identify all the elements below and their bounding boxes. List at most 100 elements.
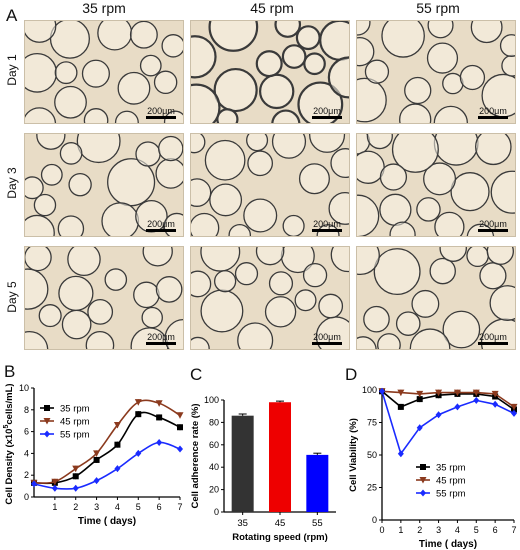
scale-bar-line [478, 229, 508, 232]
microcarrier-bead [327, 56, 349, 99]
x-tick-label: 2 [73, 502, 78, 512]
microcarrier-bead [297, 81, 344, 123]
legend-label: 35 rpm [436, 463, 466, 474]
data-point [113, 422, 121, 429]
microcarrier-bead [200, 247, 241, 272]
microcarrier-bead [164, 318, 183, 349]
y-tick-label: 0 [24, 492, 29, 502]
microcarrier-bead [133, 281, 160, 309]
microcarrier-bead [389, 221, 416, 236]
bead-image [25, 21, 183, 123]
microcarrier-bead [281, 44, 307, 69]
row-header-day3: Day 3 [5, 167, 19, 199]
x-tick-label: 35 [237, 518, 248, 529]
data-point [72, 484, 79, 492]
scale-bar: 200μm [311, 106, 343, 119]
legend-marker [44, 405, 50, 411]
microcarrier-bead [54, 85, 87, 119]
bar [306, 454, 329, 512]
microcarrier-bead [489, 285, 515, 321]
microcarrier-bead [25, 247, 52, 272]
microcarrier-bead [114, 110, 139, 123]
micrograph-day5-35rpm: 200μm [24, 246, 184, 350]
column-header-55rpm: 55 rpm [416, 0, 460, 16]
series-line [381, 391, 515, 456]
chart-cell-viability: 0 25 50 75 100 0 1 2 3 4 5 6 7 Time ( days) 35 rpm 45 r… [348, 385, 518, 550]
microcarrier-bead [33, 193, 57, 217]
bead-image [191, 21, 349, 123]
microcarrier-bead [330, 247, 349, 273]
legend-label: 55 rpm [60, 430, 90, 441]
microcarrier-bead [209, 183, 243, 217]
microcarrier-bead [67, 247, 101, 277]
microcarrier-bead [357, 194, 380, 236]
microcarrier-bead [426, 42, 459, 74]
microcarrier-bead [247, 150, 274, 177]
microcarrier-bead [117, 71, 151, 105]
microcarrier-bead [501, 54, 515, 77]
microcarrier-bead [68, 172, 92, 197]
microcarrier-bead [141, 306, 163, 329]
microcarrier-bead [129, 21, 158, 49]
microcarrier-bead [439, 247, 467, 262]
microcarrier-bead [318, 293, 344, 319]
scale-bar: 200μm [311, 332, 343, 345]
data-point [114, 465, 121, 473]
microcarrier-bead [429, 257, 456, 285]
scale-label: 200μm [313, 106, 341, 116]
data-point [135, 449, 142, 457]
y-tick-label: 8 [24, 405, 29, 415]
x-tick-label: 45 [275, 518, 286, 529]
x-tick-label: 7 [177, 502, 182, 512]
microcarrier-bead [479, 262, 507, 290]
scale-bar-line [146, 116, 176, 119]
microcarrier-bead [97, 21, 133, 51]
microcarrier-bead [101, 202, 140, 236]
bar [231, 415, 254, 512]
y-tick-label: 2 [24, 470, 29, 480]
microcarrier-bead [139, 54, 162, 77]
scale-label: 200μm [147, 219, 175, 229]
chart-cell-adherence: 0 20 40 60 80 100 35 45 55 Rotating speed (rpm) Ce… [190, 395, 336, 543]
microcarrier-bead [395, 311, 421, 336]
microcarrier-bead [25, 176, 44, 200]
series-line [381, 390, 515, 408]
microcarrier-bead [433, 134, 479, 166]
data-point [155, 400, 163, 407]
data-point [379, 387, 385, 395]
microcarrier-bead [234, 262, 259, 286]
microcarrier-bead [399, 103, 432, 123]
data-point [51, 478, 59, 486]
scale-bar-line [146, 229, 176, 232]
scale-bar-line [478, 116, 508, 119]
microcarrier-bead [363, 305, 390, 333]
data-point [135, 411, 142, 418]
micrograph-day3-55rpm: 200μm [356, 133, 516, 237]
microcarrier-bead [25, 331, 49, 349]
bead-image [25, 134, 183, 236]
bead-image [191, 134, 349, 236]
y-tick-label: 100 [204, 395, 219, 405]
y-axis-label-part: Cell Density (x10 [4, 429, 15, 505]
legend-marker [420, 489, 426, 497]
bead-image [357, 21, 515, 123]
microcarrier-bead [255, 247, 285, 266]
microcarrier-bead [499, 34, 515, 58]
series-line [381, 390, 515, 411]
x-tick-label: 0 [379, 525, 384, 535]
microcarrier-bead [268, 271, 294, 296]
data-point [416, 396, 423, 403]
microcarrier-bead [427, 21, 454, 39]
micrograph-day1-45rpm: 200μm [190, 20, 350, 124]
microcarrier-bead [274, 21, 302, 38]
x-tick-label: 1 [398, 525, 403, 535]
microcarrier-bead [36, 134, 66, 150]
microcarrier-bead [213, 270, 237, 293]
micrograph-day1-35rpm: 200μm [24, 20, 184, 124]
microcarrier-bead [373, 248, 421, 296]
scale-bar: 200μm [145, 332, 177, 345]
y-axis-label: Cell adherence rate (%) [190, 403, 201, 508]
bead-image [357, 247, 515, 349]
micrograph-day3-45rpm: 200μm [190, 133, 350, 237]
legend-label: 55 rpm [436, 489, 466, 500]
